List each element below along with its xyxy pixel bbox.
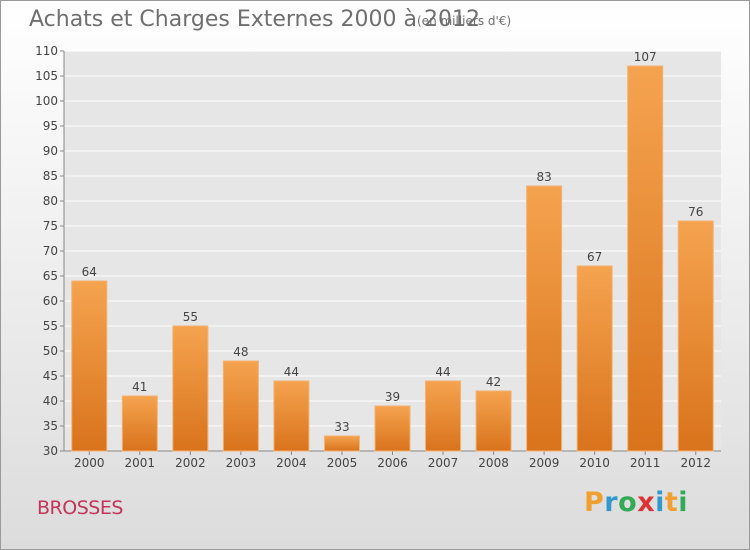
- x-tick-label: 2012: [680, 456, 711, 470]
- data-label: 107: [634, 50, 657, 64]
- x-tick-label: 2001: [125, 456, 156, 470]
- bar-2002: [172, 325, 209, 452]
- y-tick-label: 100: [35, 94, 58, 108]
- bar-2003: [222, 360, 259, 452]
- bar-2008: [475, 390, 512, 452]
- logo-letter: x: [637, 487, 656, 518]
- data-label: 44: [435, 365, 450, 379]
- x-tick-label: 2003: [226, 456, 257, 470]
- bar-2006: [374, 405, 411, 452]
- y-tick-label: 35: [43, 419, 58, 433]
- y-tick-label: 40: [43, 394, 58, 408]
- data-label: 64: [82, 265, 97, 279]
- data-label: 39: [385, 390, 400, 404]
- bar-2004: [273, 380, 310, 452]
- y-tick-label: 105: [35, 69, 58, 83]
- bars: [71, 65, 714, 452]
- bar-2007: [425, 380, 462, 452]
- data-label: 67: [587, 250, 602, 264]
- commune-name: BROSSES: [37, 497, 123, 519]
- y-tick-label: 55: [43, 319, 58, 333]
- chart-unit: (en milliers d'€): [417, 14, 512, 28]
- bar-2012: [677, 220, 714, 452]
- data-label: 41: [132, 380, 147, 394]
- x-tick-label: 2002: [175, 456, 206, 470]
- logo-letter: o: [618, 487, 638, 518]
- x-tick-label: 2005: [327, 456, 358, 470]
- data-label: 76: [688, 205, 703, 219]
- logo-letter: P: [584, 487, 605, 518]
- y-tick-label: 95: [43, 119, 58, 133]
- logo-letter: i: [678, 487, 689, 518]
- x-tick-label: 2007: [428, 456, 459, 470]
- x-tick-label: 2006: [377, 456, 408, 470]
- bar-2011: [627, 65, 664, 452]
- logo-letter: i: [655, 487, 665, 518]
- data-label: 44: [284, 365, 299, 379]
- x-tick-label: 2010: [579, 456, 610, 470]
- y-tick-label: 90: [43, 144, 58, 158]
- bar-2001: [121, 395, 158, 452]
- logo-letter: r: [604, 487, 619, 518]
- labels: 30 35 40 45 50 55 60 65 70 75 80 85 90 95 100 105 110 64 2…: [35, 44, 711, 470]
- bar-2005: [323, 435, 360, 452]
- bar-2000: [71, 280, 108, 452]
- y-tick-label: 75: [43, 219, 58, 233]
- x-tick-label: 2011: [630, 456, 661, 470]
- x-tick-label: 2000: [74, 456, 105, 470]
- y-tick-label: 65: [43, 269, 58, 283]
- x-tick-label: 2008: [478, 456, 509, 470]
- data-label: 55: [183, 310, 198, 324]
- bar-2010: [576, 265, 613, 452]
- data-label: 48: [233, 345, 248, 359]
- y-tick-label: 85: [43, 169, 58, 183]
- y-tick-label: 30: [43, 444, 58, 458]
- data-label: 33: [334, 420, 349, 434]
- y-tick-label: 45: [43, 369, 58, 383]
- y-tick-label: 110: [35, 44, 58, 58]
- bar-2009: [526, 185, 563, 452]
- x-tick-label: 2009: [529, 456, 560, 470]
- y-tick-label: 50: [43, 344, 58, 358]
- data-label: 42: [486, 375, 501, 389]
- chart-title: Achats et Charges Externes 2000 à 2012: [29, 7, 480, 32]
- data-label: 83: [536, 170, 551, 184]
- y-tick-label: 70: [43, 244, 58, 258]
- y-tick-label: 60: [43, 294, 58, 308]
- x-tick-label: 2004: [276, 456, 307, 470]
- proxiti-logo[interactable]: Proxiti: [584, 487, 688, 518]
- y-tick-label: 80: [43, 194, 58, 208]
- logo-letter: t: [664, 487, 679, 518]
